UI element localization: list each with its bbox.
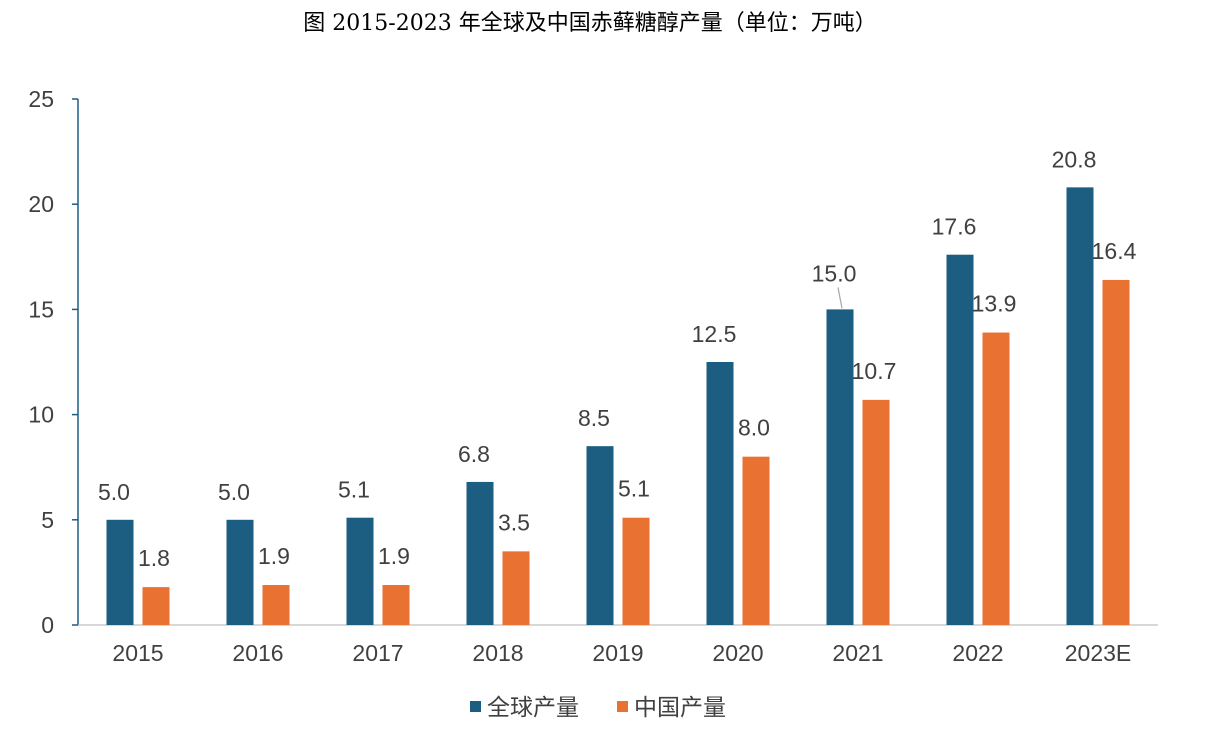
data-label-global: 5.1 xyxy=(338,477,370,503)
data-label-global: 5.0 xyxy=(218,479,250,505)
bar-china xyxy=(982,332,1010,625)
bar-global xyxy=(1066,187,1094,626)
bar-global xyxy=(106,519,134,625)
bar-global xyxy=(586,446,614,625)
bar-china xyxy=(502,551,530,625)
data-label-china: 1.8 xyxy=(138,545,170,571)
data-label-global: 8.5 xyxy=(578,405,610,431)
x-tick-label: 2015 xyxy=(112,640,163,666)
data-label-global: 5.0 xyxy=(98,479,130,505)
bar-china xyxy=(142,587,170,625)
x-tick-label: 2023E xyxy=(1065,640,1132,666)
bar-china xyxy=(382,585,410,625)
data-label-china: 3.5 xyxy=(498,509,530,535)
bars xyxy=(106,187,1130,626)
data-label-china: 13.9 xyxy=(972,291,1017,317)
data-label-global: 12.5 xyxy=(692,321,737,347)
bar-global xyxy=(946,254,974,626)
x-tick-label: 2018 xyxy=(472,640,523,666)
data-label-global: 6.8 xyxy=(458,441,490,467)
data-label-china: 1.9 xyxy=(378,543,410,569)
legend-label: 全球产量 xyxy=(487,695,579,721)
x-tick-label: 2022 xyxy=(952,640,1003,666)
data-label-global: 20.8 xyxy=(1052,146,1097,172)
axes: 0 5 10 15 20 25 2015 2016 2017 2018 2019 2020 2021 20… xyxy=(28,86,1158,666)
x-tick-label: 2016 xyxy=(232,640,283,666)
x-tick-label: 2020 xyxy=(712,640,763,666)
data-label-global: 15.0 xyxy=(812,260,857,286)
y-tick-label: 0 xyxy=(41,612,54,638)
legend-item-global: 全球产量 xyxy=(470,695,579,721)
data-label-china: 16.4 xyxy=(1092,238,1137,264)
bar-global xyxy=(826,309,854,625)
bar-global xyxy=(466,481,494,625)
data-label-global: 17.6 xyxy=(932,214,977,240)
bar-china xyxy=(622,517,650,625)
chart-title: 图 2015-2023 年全球及中国赤藓糖醇产量（单位：万吨） xyxy=(303,11,876,36)
data-label-china: 1.9 xyxy=(258,543,290,569)
bar-china xyxy=(1102,279,1130,625)
legend-label: 中国产量 xyxy=(634,695,726,721)
label-leader-line xyxy=(837,287,843,309)
x-tick-label: 2019 xyxy=(592,640,643,666)
bar-global xyxy=(346,517,374,625)
x-tick-label: 2017 xyxy=(352,640,403,666)
data-label-china: 5.1 xyxy=(618,476,650,502)
y-tick-label: 10 xyxy=(28,402,54,428)
bar-china xyxy=(862,399,890,625)
y-tick-label: 25 xyxy=(28,86,54,112)
y-tick-label: 15 xyxy=(28,296,54,322)
legend-item-china: 中国产量 xyxy=(617,695,726,721)
legend: 全球产量 中国产量 xyxy=(470,695,726,721)
x-tick-label: 2021 xyxy=(832,640,883,666)
bar-global xyxy=(226,519,254,625)
y-tick-label: 20 xyxy=(28,191,54,217)
data-label-china: 10.7 xyxy=(852,358,897,384)
bar-china xyxy=(742,456,770,625)
legend-swatch xyxy=(470,701,481,712)
data-labels: 5.0 1.8 5.0 1.9 5.1 1.9 6.8 3.5 8.5 5.1 12.5 8.0 15.… xyxy=(98,146,1137,571)
data-label-china: 8.0 xyxy=(738,415,770,441)
bar-global xyxy=(706,362,734,625)
legend-swatch xyxy=(617,701,628,712)
y-tick-label: 5 xyxy=(41,507,54,533)
bar-china xyxy=(262,585,290,625)
